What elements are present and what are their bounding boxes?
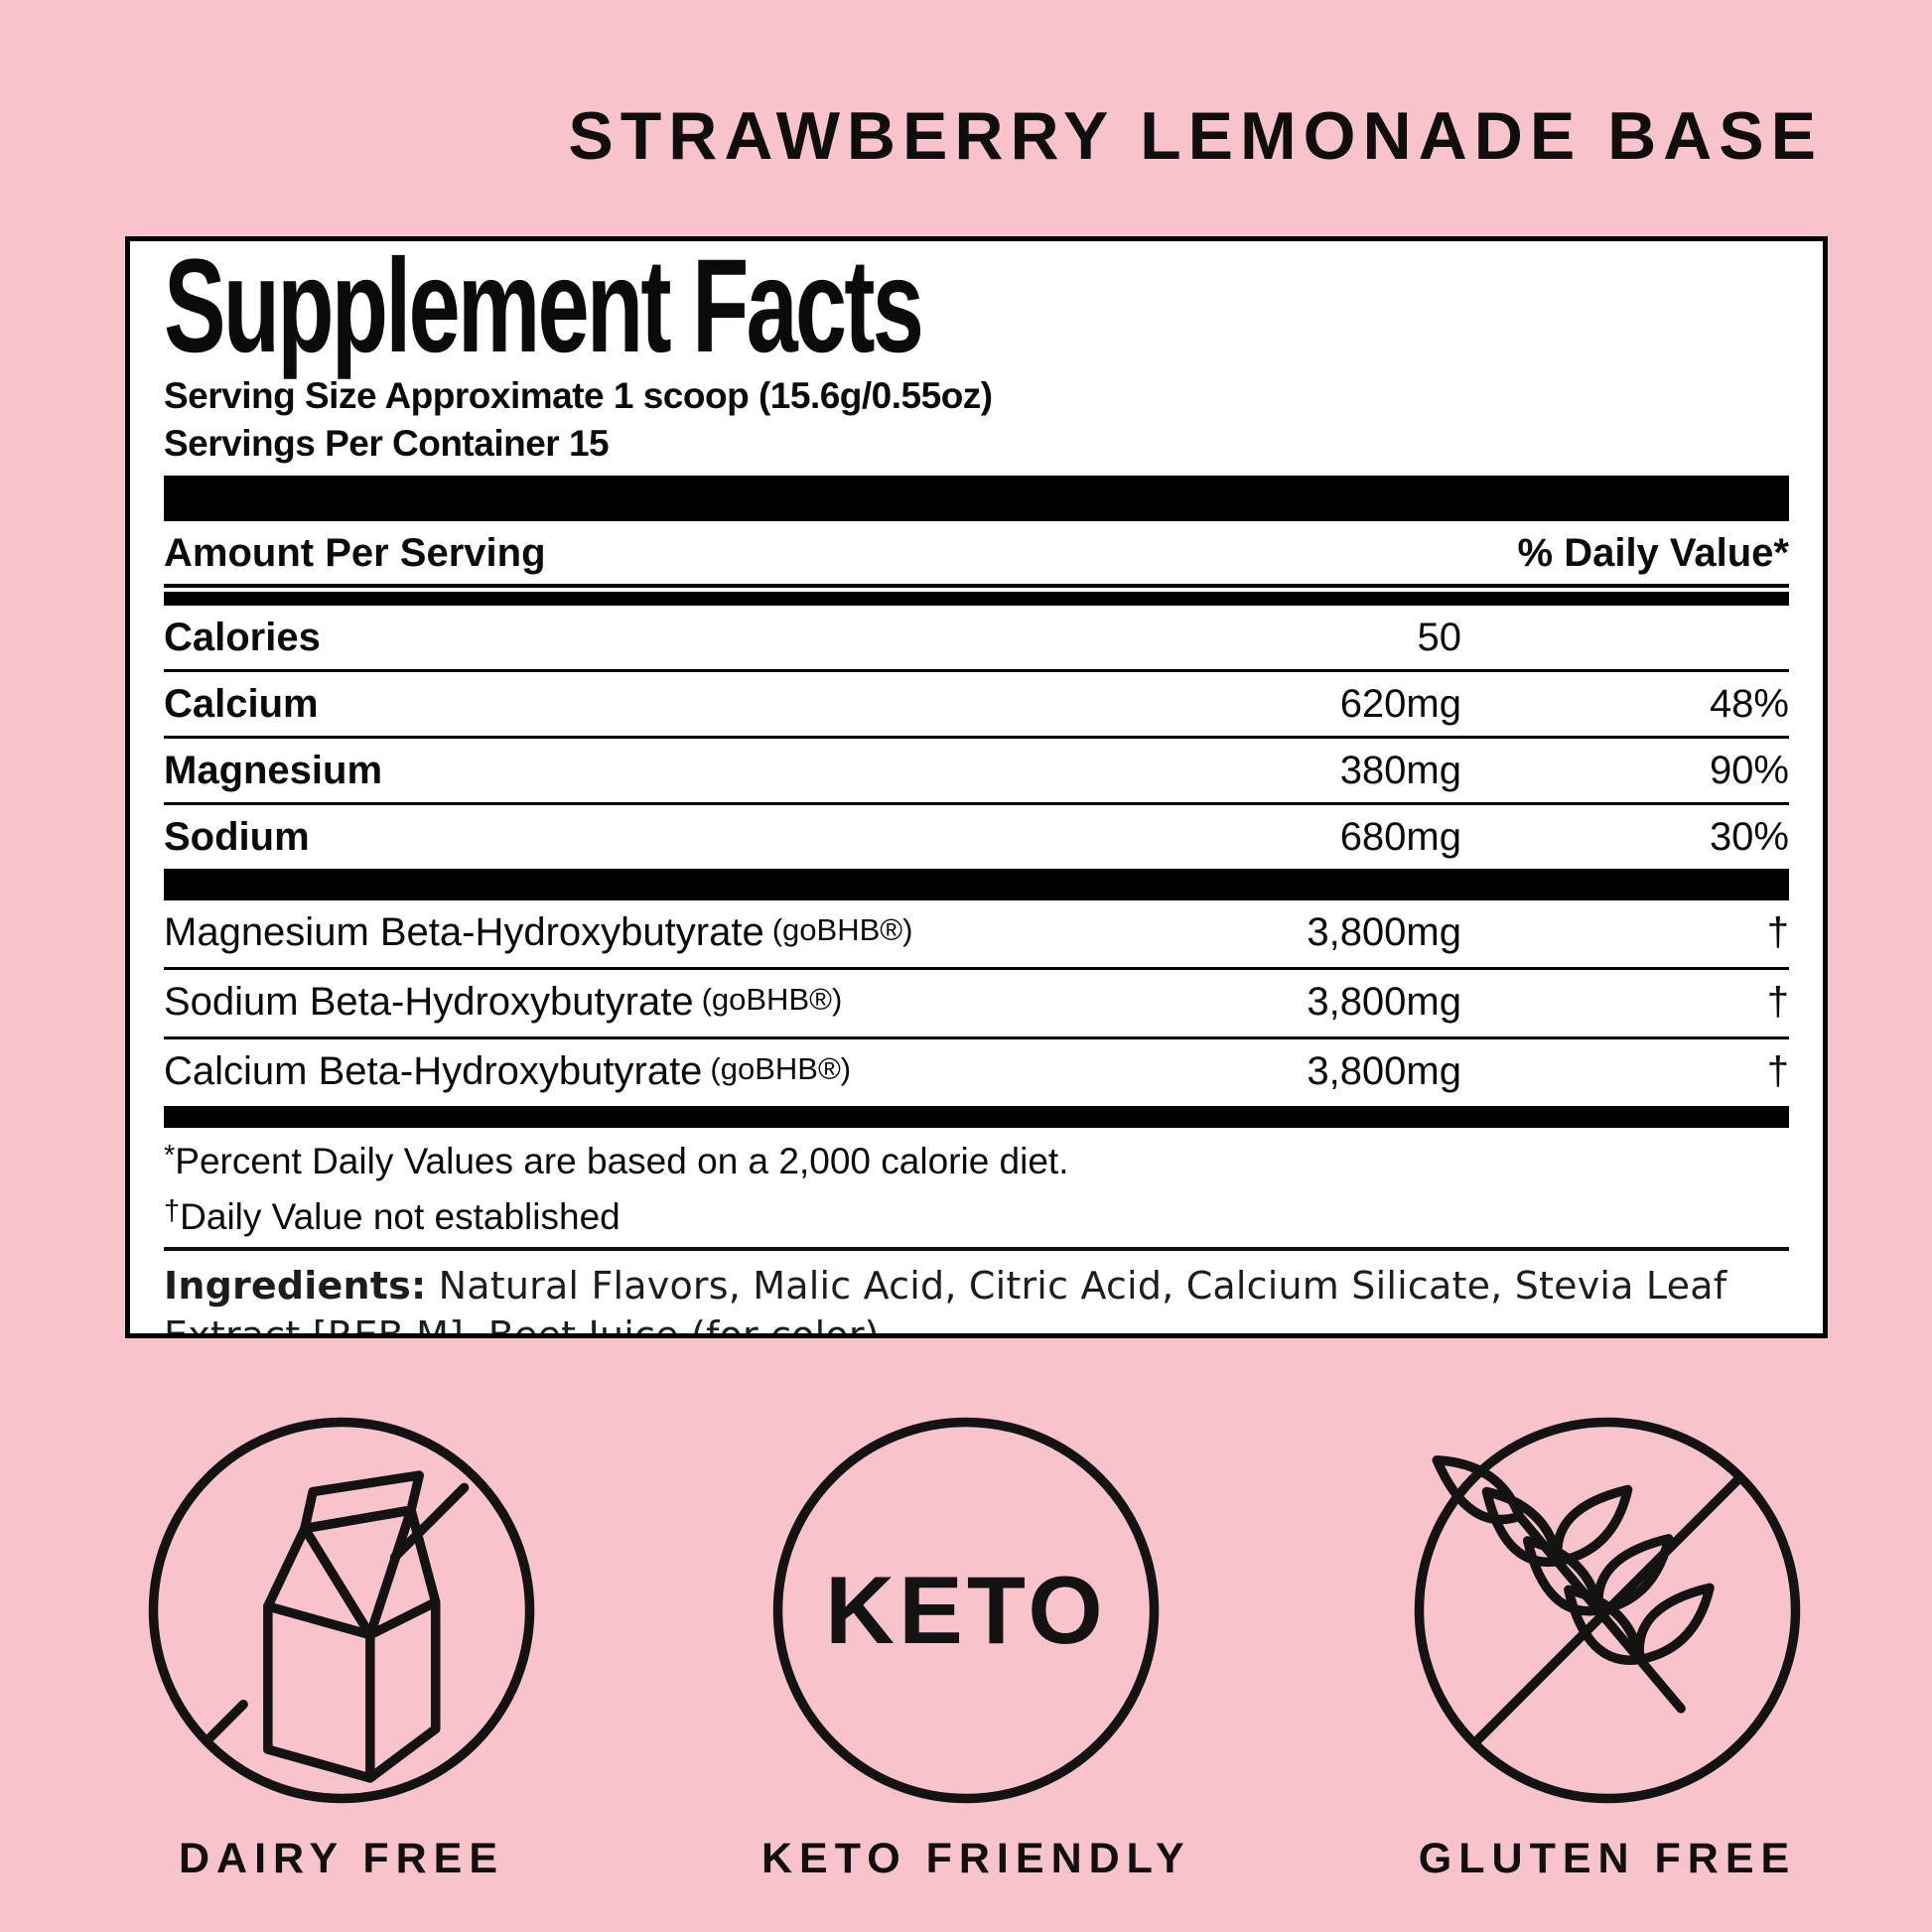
nutrient-amount: 50 bbox=[1417, 616, 1462, 659]
nutrient-dv: † bbox=[1766, 1049, 1789, 1093]
keto-circle-icon: KETO bbox=[772, 1417, 1160, 1804]
table-row-calcium-bhb: Calcium Beta-Hydroxybutyrate (goBHB®) 3,8… bbox=[164, 1036, 1789, 1106]
table-row-magnesium-bhb: Magnesium Beta-Hydroxybutyrate (goBHB®) 3… bbox=[164, 900, 1789, 967]
asterisk-symbol: * bbox=[164, 1140, 176, 1172]
badge-dairy-free: DAIRY FREE bbox=[137, 1406, 546, 1883]
nutrient-amount: 3,800mg bbox=[1307, 980, 1461, 1024]
header-hairline bbox=[164, 584, 1789, 588]
page-title: STRAWBERRY LEMONADE BASE bbox=[568, 98, 1823, 174]
section-bar-header bbox=[164, 592, 1789, 606]
nutrient-amount: 680mg bbox=[1339, 815, 1461, 859]
facts-heading: Supplement Facts bbox=[164, 236, 924, 380]
nutrient-dv: † bbox=[1766, 910, 1789, 954]
table-row-calories: Calories 50 bbox=[164, 606, 1789, 669]
badge-label: DAIRY FREE bbox=[178, 1835, 505, 1882]
column-header-row: Amount Per Serving % Daily Value* bbox=[164, 521, 1789, 584]
nutrient-name: Calcium bbox=[164, 682, 319, 726]
gobhb-trademark: (goBHB®) bbox=[771, 912, 913, 947]
section-bar-middle bbox=[164, 869, 1789, 900]
nutrient-dv: † bbox=[1766, 980, 1789, 1024]
serving-info: Serving Size Approximate 1 scoop (15.6g/… bbox=[164, 372, 1789, 468]
nutrient-dv: 30% bbox=[1709, 815, 1789, 859]
badge-keto-friendly: KETO KETO FRIENDLY bbox=[761, 1406, 1191, 1883]
nutrient-amount: 380mg bbox=[1339, 749, 1461, 792]
table-row-magnesium: Magnesium 380mg 90% bbox=[164, 736, 1789, 802]
dagger-symbol: † bbox=[164, 1195, 181, 1227]
footnote-daily-values: *Percent Daily Values are based on a 2,0… bbox=[164, 1140, 1069, 1181]
ingredients-list: Natural Flavors, Malic Acid, Citric Acid… bbox=[164, 1264, 1727, 1338]
nutrient-amount: 3,800mg bbox=[1307, 1049, 1461, 1093]
serving-size: Serving Size Approximate 1 scoop (15.6g/… bbox=[164, 375, 993, 416]
nutrient-dv: 48% bbox=[1709, 682, 1789, 726]
keto-word: KETO bbox=[825, 1556, 1107, 1664]
badge-gluten-free: GLUTEN FREE bbox=[1403, 1406, 1812, 1883]
badge-label: KETO FRIENDLY bbox=[761, 1835, 1191, 1882]
servings-per-container: Servings Per Container 15 bbox=[164, 423, 610, 464]
ingredients-label: Ingredients: bbox=[164, 1264, 427, 1308]
section-bar-bottom bbox=[164, 1106, 1789, 1128]
gobhb-trademark: (goBHB®) bbox=[710, 1051, 852, 1086]
nutrient-amount: 620mg bbox=[1339, 682, 1461, 726]
nutrient-amount: 3,800mg bbox=[1307, 910, 1461, 954]
table-row-calcium: Calcium 620mg 48% bbox=[164, 669, 1789, 736]
milk-carton-crossed-icon bbox=[148, 1417, 535, 1804]
section-bar-top bbox=[164, 476, 1789, 521]
wheat-crossed-icon bbox=[1414, 1417, 1801, 1804]
table-row-sodium-bhb: Sodium Beta-Hydroxybutyrate (goBHB®) 3,80… bbox=[164, 967, 1789, 1036]
nutrient-name: Sodium bbox=[164, 815, 310, 859]
daily-value-label: % Daily Value* bbox=[1517, 531, 1789, 575]
badge-row: DAIRY FREE KETO KETO FRIENDLY bbox=[0, 1406, 1932, 1902]
amount-per-serving-label: Amount Per Serving bbox=[164, 531, 546, 575]
nutrient-name: Magnesium bbox=[164, 749, 383, 792]
ingredients-paragraph: Ingredients: Natural Flavors, Malic Acid… bbox=[164, 1251, 1789, 1338]
supplement-facts-panel: Supplement Facts Serving Size Approximat… bbox=[125, 236, 1828, 1338]
footnote-dagger: †Daily Value not established bbox=[164, 1195, 621, 1237]
nutrient-name: Sodium Beta-Hydroxybutyrate (goBHB®) bbox=[164, 980, 843, 1024]
nutrient-name: Calcium Beta-Hydroxybutyrate (goBHB®) bbox=[164, 1049, 852, 1093]
gobhb-trademark: (goBHB®) bbox=[701, 982, 843, 1017]
table-row-sodium: Sodium 680mg 30% bbox=[164, 802, 1789, 869]
nutrient-name: Calories bbox=[164, 616, 321, 659]
badge-label: GLUTEN FREE bbox=[1418, 1835, 1797, 1882]
nutrient-name: Magnesium Beta-Hydroxybutyrate (goBHB®) bbox=[164, 910, 913, 954]
ingredients-divider bbox=[164, 1247, 1789, 1251]
nutrient-dv: 90% bbox=[1709, 749, 1789, 792]
